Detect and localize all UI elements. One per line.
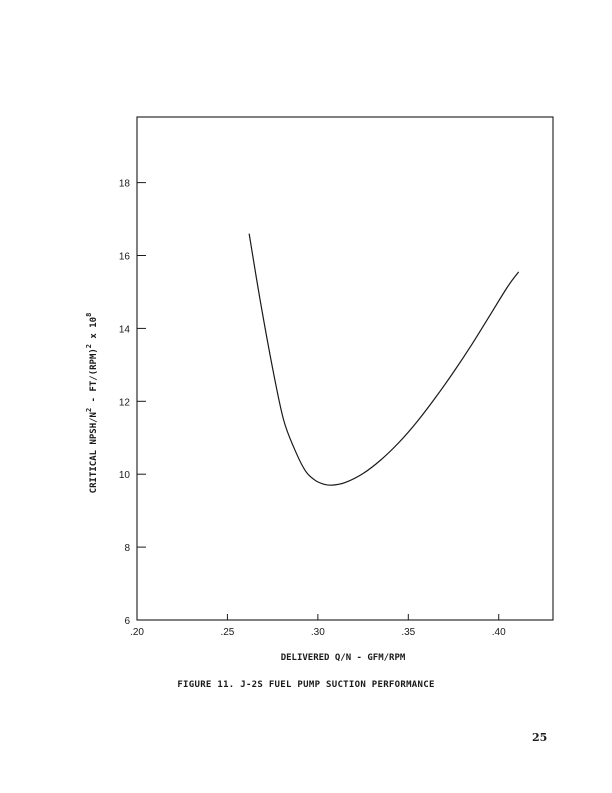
y-tick-label: 18 (119, 179, 131, 190)
plot-frame (136, 116, 554, 621)
page-number: 25 (532, 731, 548, 744)
y-axis-title-prefix: CRITICAL NPSH/N (89, 412, 99, 493)
x-tick-label: .40 (492, 627, 506, 638)
series-line (248, 233, 520, 486)
y-axis-title-sup1: 2 (85, 408, 93, 412)
y-tick-label: 6 (124, 616, 130, 627)
plot-border (136, 116, 554, 621)
figure-caption: FIGURE 11. J-2S FUEL PUMP SUCTION PERFOR… (177, 680, 435, 690)
y-axis-title: CRITICAL NPSH/N2 - FT/(RPM)2 x 108 (85, 313, 99, 494)
y-axis-title-middle: - FT/(RPM) (89, 348, 99, 408)
y-tick-label: 12 (119, 397, 131, 408)
series-layer (248, 233, 520, 486)
y-axis-title-sup3: 8 (85, 313, 93, 317)
x-tick-label: .30 (311, 627, 325, 638)
x-tick-label: .25 (220, 627, 234, 638)
y-axis-title-sup2: 2 (85, 344, 93, 348)
y-tick-label: 10 (119, 470, 131, 481)
x-tick-label: .35 (401, 627, 415, 638)
y-tick-label: 14 (119, 324, 131, 335)
y-axis: 6 8 10 12 14 16 18 (119, 179, 146, 627)
x-tick-label: .20 (130, 627, 144, 638)
y-tick-label: 8 (124, 543, 130, 554)
y-tick-label: 16 (119, 252, 131, 263)
y-axis-title-suffix: x 10 (89, 317, 99, 344)
x-axis-title: DELIVERED Q/N - GFM/RPM (281, 653, 406, 663)
x-axis: .20 .25 .30 .35 .40 (130, 614, 506, 638)
